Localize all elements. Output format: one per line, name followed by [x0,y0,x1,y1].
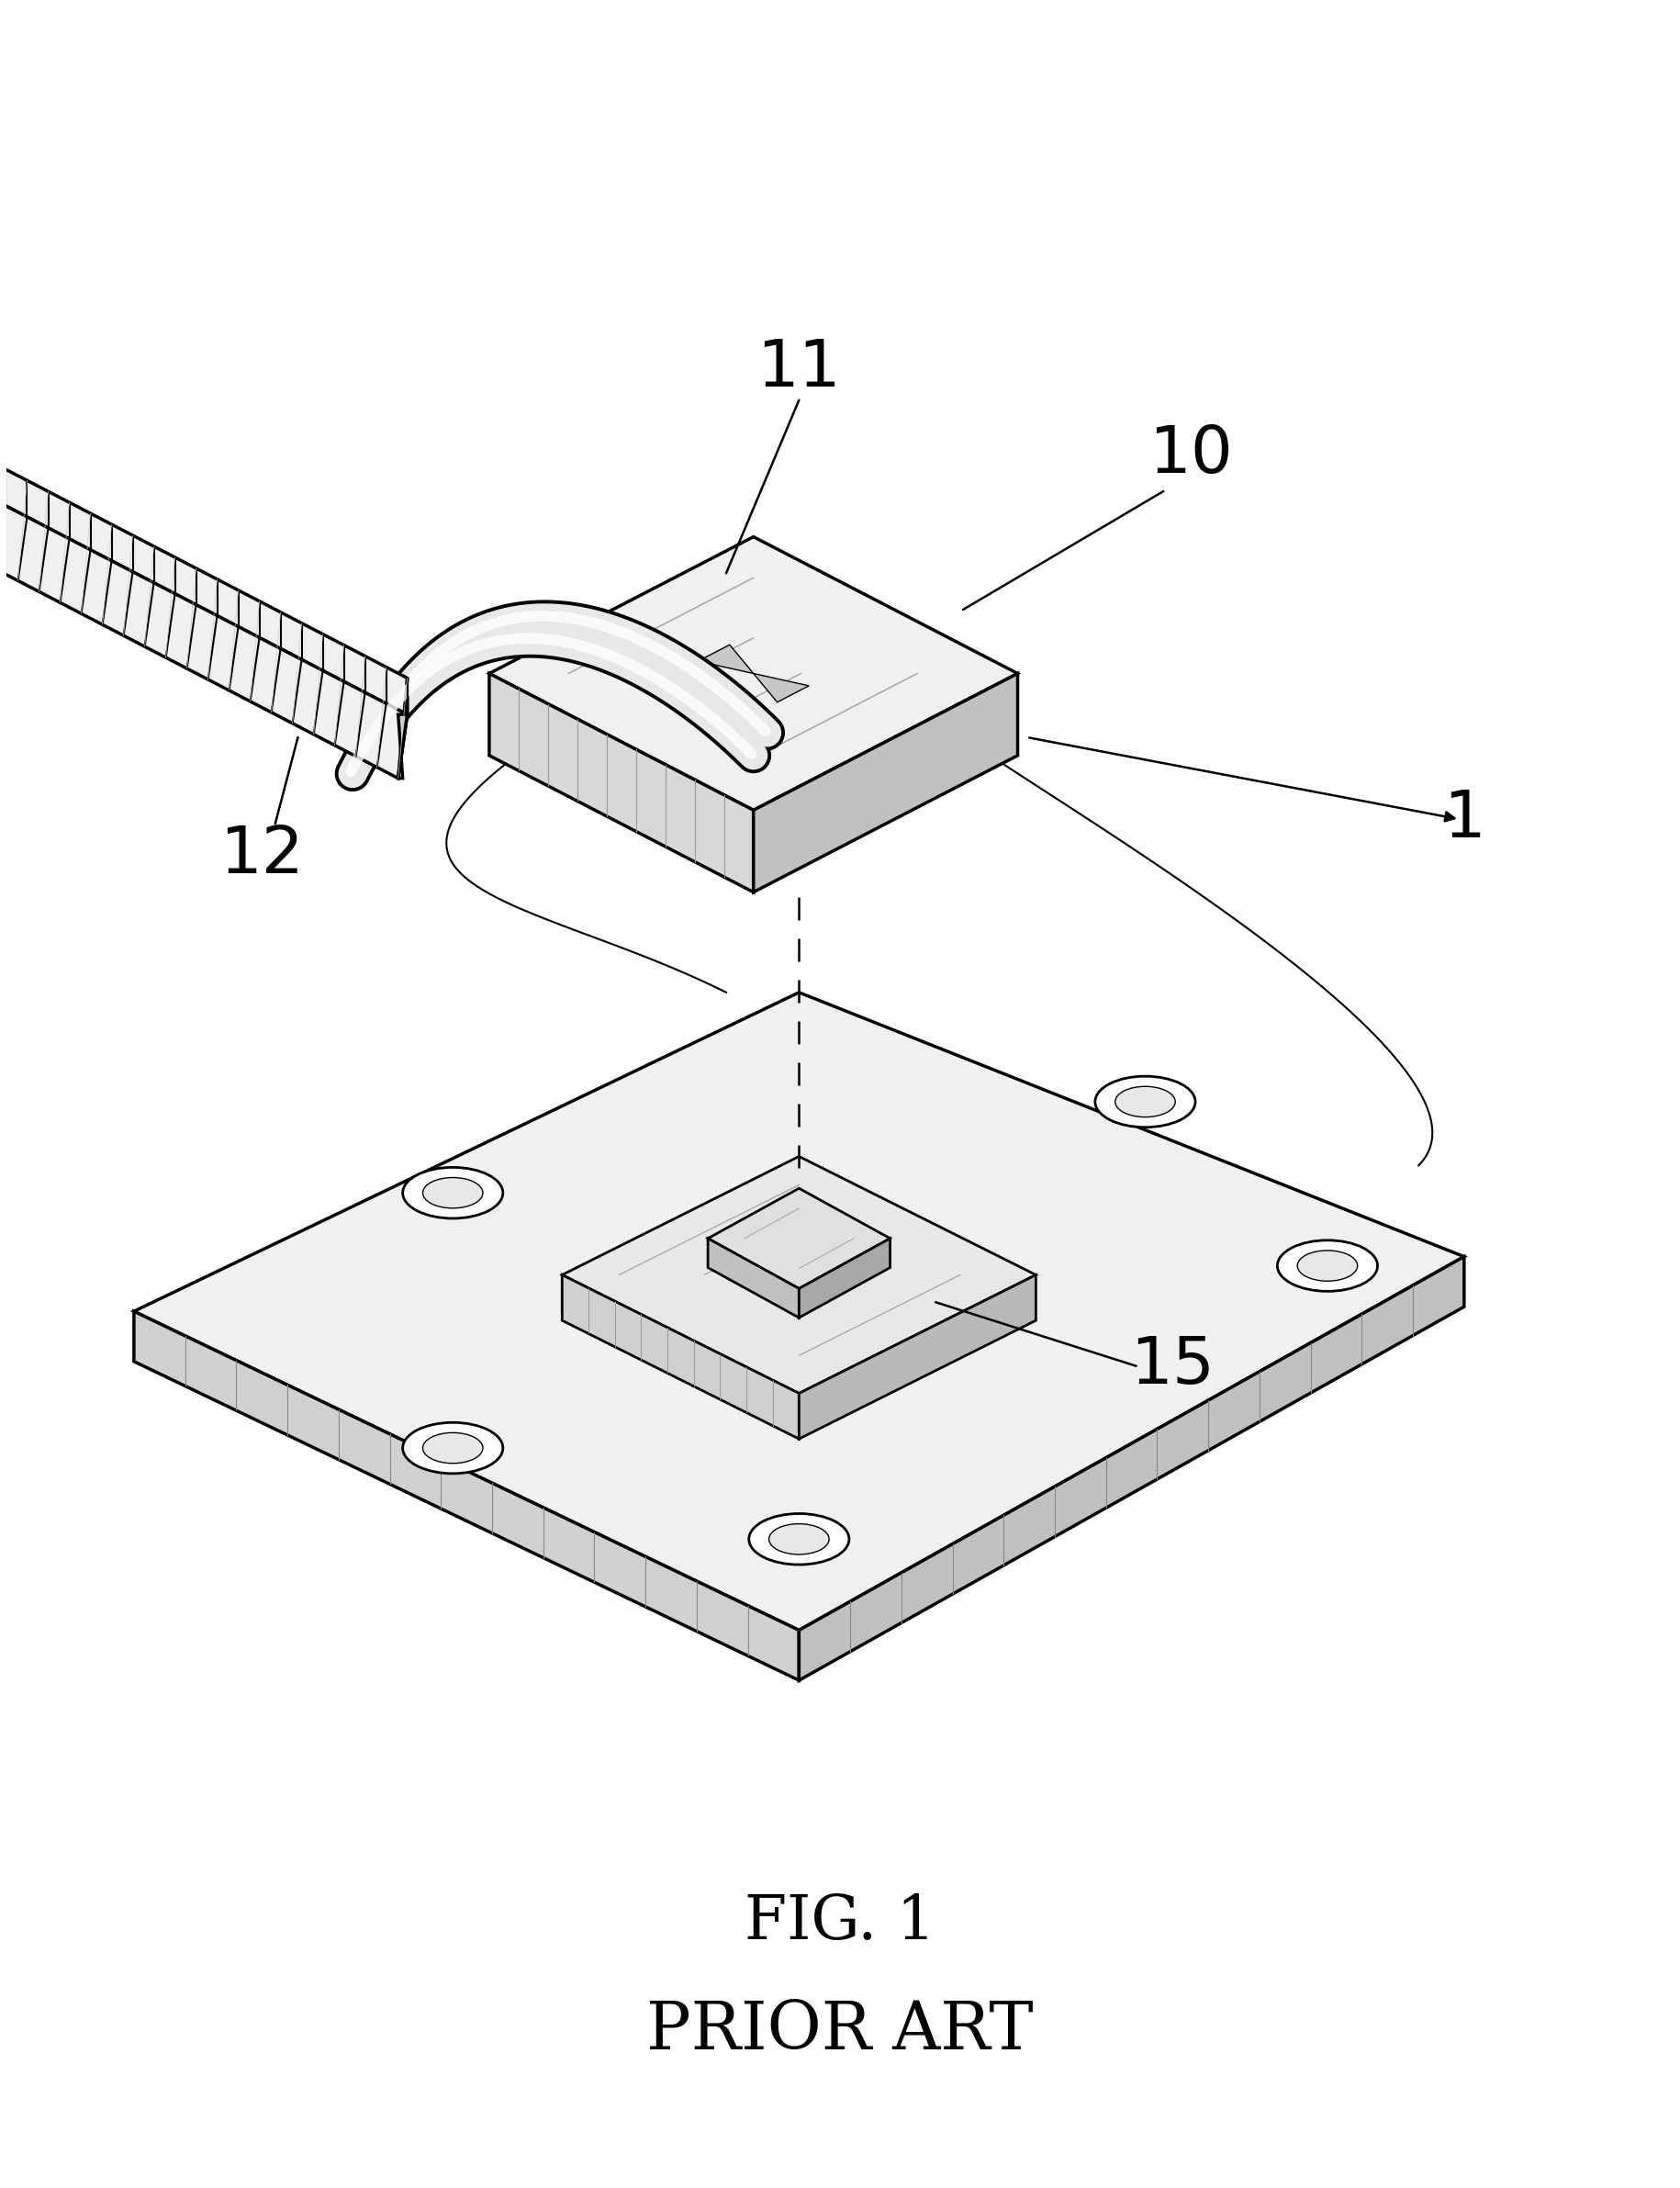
Polygon shape [0,473,407,779]
Ellipse shape [422,1177,482,1208]
Polygon shape [561,1157,1035,1394]
Ellipse shape [403,1168,502,1219]
Polygon shape [798,1276,1035,1440]
Polygon shape [561,1276,798,1440]
Ellipse shape [1094,1076,1194,1127]
Text: PRIOR ART: PRIOR ART [647,2000,1033,2063]
Polygon shape [707,1188,890,1289]
Polygon shape [753,674,1016,893]
Text: 1: 1 [1441,788,1485,851]
Polygon shape [398,678,407,779]
Polygon shape [134,993,1463,1630]
Ellipse shape [1297,1252,1357,1280]
Ellipse shape [1114,1087,1174,1118]
Text: FIG. 1: FIG. 1 [744,1893,936,1952]
Polygon shape [489,536,1016,810]
Ellipse shape [403,1422,502,1473]
Ellipse shape [422,1433,482,1464]
Polygon shape [398,715,407,779]
Text: 15: 15 [1129,1335,1215,1398]
Ellipse shape [768,1523,828,1553]
Text: 11: 11 [756,337,840,400]
Polygon shape [707,1238,798,1317]
Text: 12: 12 [218,825,304,888]
Polygon shape [798,1256,1463,1680]
Text: 10: 10 [1147,422,1231,486]
Ellipse shape [749,1514,848,1564]
Polygon shape [0,438,407,715]
Polygon shape [134,1311,798,1680]
Polygon shape [798,1238,890,1317]
Ellipse shape [1277,1241,1378,1291]
Ellipse shape [685,696,731,724]
Polygon shape [489,674,753,893]
Polygon shape [697,645,808,702]
